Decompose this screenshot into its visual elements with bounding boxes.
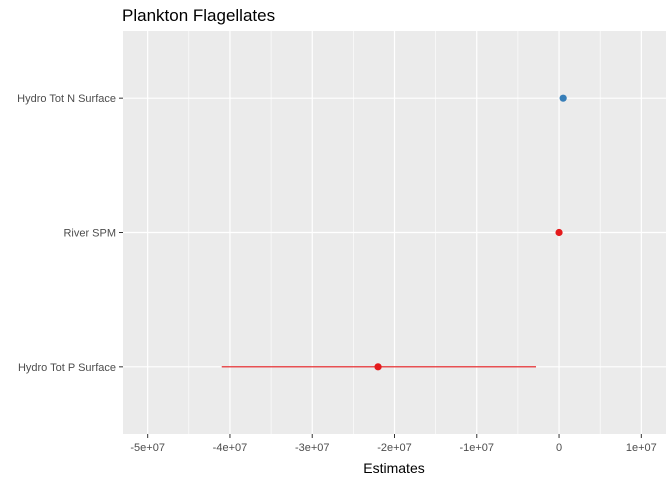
estimate-point (559, 94, 567, 102)
x-tick-label: -1e+07 (459, 442, 494, 454)
x-tick-label: -4e+07 (213, 442, 248, 454)
x-tick-label: -2e+07 (377, 442, 412, 454)
x-axis-title: Estimates (363, 460, 424, 476)
y-axis-ticks: Hydro Tot N Surface River SPM Hydro Tot P … (17, 93, 123, 374)
x-tick-label: -5e+07 (130, 442, 165, 454)
y-tick-label: River SPM (63, 228, 116, 240)
x-tick-label: 0 (556, 442, 562, 454)
x-tick-label: -3e+07 (295, 442, 330, 454)
estimate-point (374, 363, 382, 371)
x-axis-ticks: -5e+07 -4e+07 -3e+07 -2e+07 -1e+07 0 1e+07 (130, 434, 657, 454)
y-tick-label: Hydro Tot P Surface (18, 362, 116, 374)
estimate-point (555, 228, 563, 237)
chart-title: Plankton Flagellates (122, 6, 276, 25)
y-tick-label: Hydro Tot N Surface (17, 93, 116, 105)
x-tick-label: 1e+07 (626, 442, 657, 454)
estimate-points (374, 94, 567, 371)
